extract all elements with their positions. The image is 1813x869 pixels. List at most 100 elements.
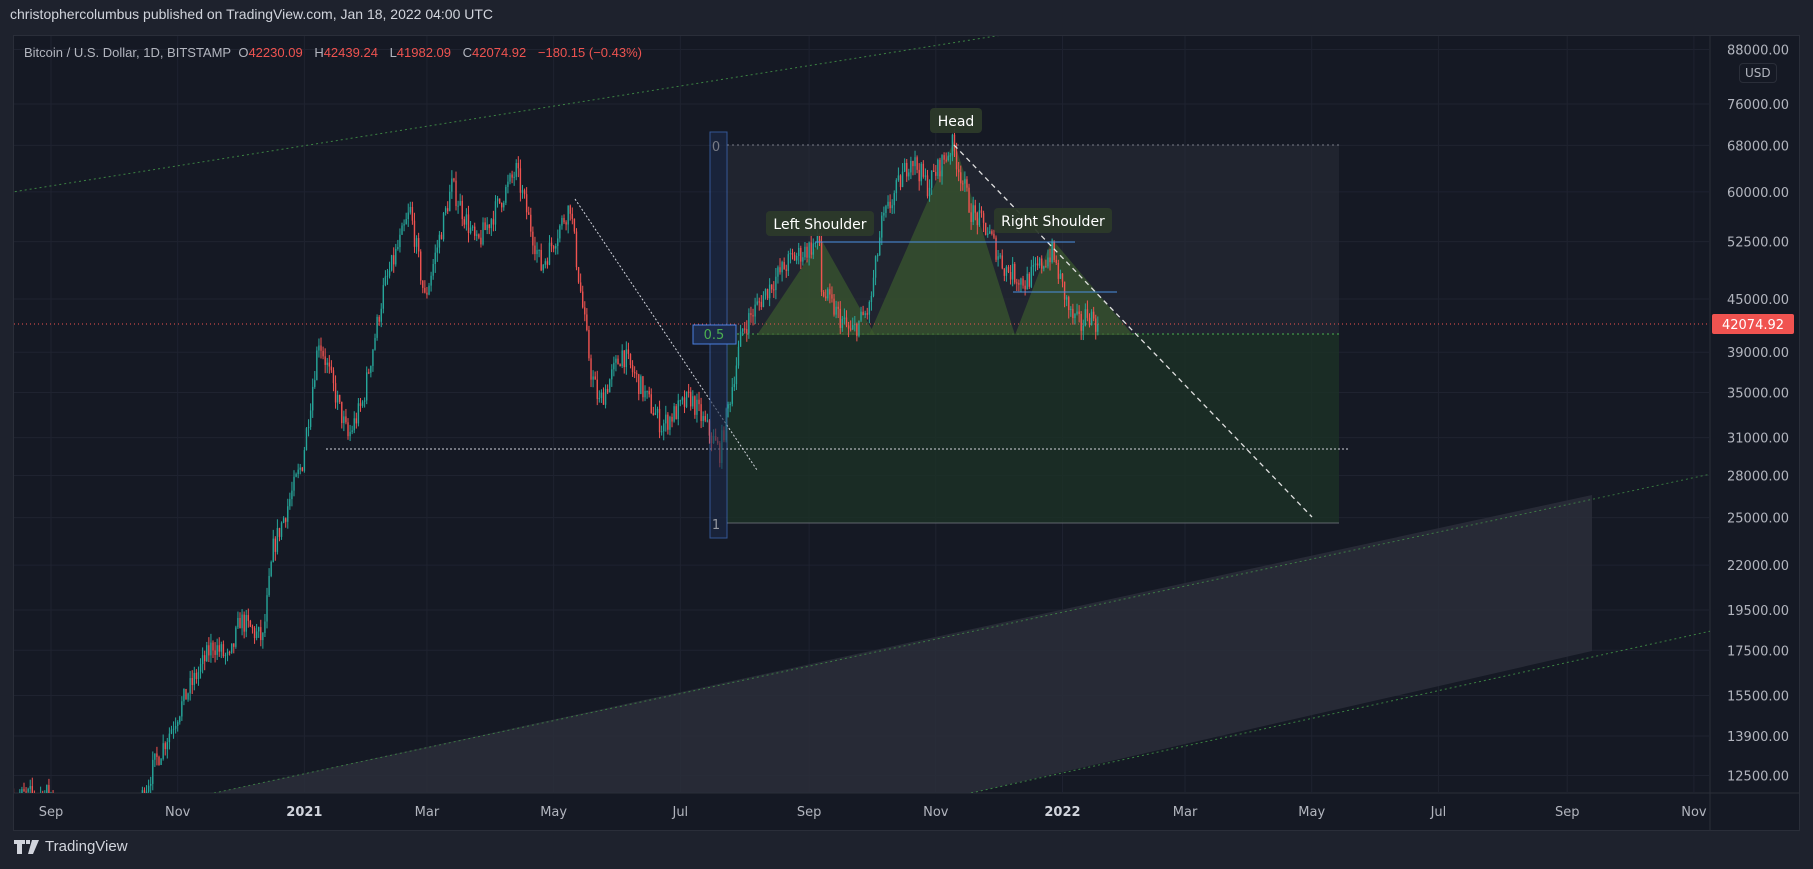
candle-body bbox=[81, 824, 82, 826]
candle-body bbox=[324, 356, 326, 365]
candle-body bbox=[511, 174, 513, 178]
candle-body bbox=[700, 404, 702, 422]
parallel-channel-fill bbox=[214, 495, 1592, 793]
candle-body bbox=[1095, 318, 1097, 332]
publication-line: christophercolumbus published on Trading… bbox=[10, 6, 494, 22]
candle-body bbox=[312, 386, 314, 411]
candle-body bbox=[1007, 266, 1010, 272]
price-tick-label: 35000.00 bbox=[1727, 386, 1789, 401]
candle-body bbox=[482, 222, 484, 245]
candle-body bbox=[575, 231, 578, 268]
candle-body bbox=[193, 672, 196, 685]
candle-body bbox=[592, 376, 594, 380]
candle-body bbox=[1014, 263, 1016, 283]
candle-body bbox=[490, 219, 493, 229]
candle-body bbox=[390, 255, 393, 271]
candle-body bbox=[692, 396, 694, 407]
candle-body bbox=[1036, 263, 1039, 266]
candle-body bbox=[698, 399, 700, 405]
candle-body bbox=[525, 194, 528, 213]
candle-body bbox=[376, 316, 378, 338]
candle-body bbox=[876, 255, 879, 257]
candle-body bbox=[885, 206, 887, 213]
candle-body bbox=[1092, 311, 1095, 319]
candle-body bbox=[349, 431, 351, 437]
candle-body bbox=[1051, 241, 1053, 263]
symbol-name: Bitcoin / U.S. Dollar, 1D, BITSTAMP bbox=[24, 45, 232, 60]
candle-body bbox=[910, 160, 912, 173]
candle-body bbox=[804, 246, 806, 258]
candle-body bbox=[800, 247, 802, 262]
tradingview-footer[interactable]: TradingView bbox=[14, 838, 128, 855]
candle-body bbox=[785, 269, 787, 271]
candle-body bbox=[521, 190, 524, 193]
candle-body bbox=[170, 729, 173, 734]
candle-body bbox=[361, 401, 364, 406]
candle-body bbox=[1020, 278, 1022, 285]
candle-body bbox=[852, 325, 854, 330]
candle-body bbox=[810, 242, 812, 255]
candle-body bbox=[528, 212, 530, 215]
candle-body bbox=[270, 561, 272, 577]
candle-body bbox=[264, 621, 266, 634]
candle-body bbox=[422, 280, 424, 288]
candle-body bbox=[897, 175, 900, 181]
low-value: 41982.09 bbox=[396, 45, 452, 60]
candle-body bbox=[586, 314, 588, 330]
candle-body bbox=[100, 819, 101, 827]
candle-body bbox=[220, 644, 223, 652]
candle-body bbox=[881, 215, 883, 238]
candle-body bbox=[461, 200, 463, 220]
candle-body bbox=[345, 416, 347, 423]
candle-body bbox=[23, 789, 25, 792]
candle-body bbox=[79, 826, 80, 834]
candle-body bbox=[879, 237, 881, 256]
price-tick-label: 13900.00 bbox=[1727, 730, 1789, 745]
candle-body bbox=[434, 252, 436, 265]
candle-body bbox=[303, 450, 306, 471]
candle-body bbox=[282, 518, 285, 523]
time-tick-label: Sep bbox=[1555, 805, 1580, 820]
candle-body bbox=[937, 159, 939, 176]
candle-body bbox=[334, 383, 337, 403]
currency-button[interactable]: USD bbox=[1739, 63, 1777, 83]
candle-body bbox=[565, 222, 567, 225]
candle-body bbox=[609, 379, 611, 393]
time-tick-label: 2022 bbox=[1044, 805, 1080, 820]
candle-body bbox=[442, 213, 445, 240]
candle-body bbox=[224, 654, 227, 657]
head-triangle bbox=[869, 141, 1015, 335]
candle-body bbox=[417, 238, 420, 252]
candle-body bbox=[158, 756, 160, 765]
candle-body bbox=[588, 329, 590, 359]
candle-body bbox=[818, 233, 821, 242]
candle-body bbox=[77, 834, 78, 835]
symbol-legend: Bitcoin / U.S. Dollar, 1D, BITSTAMP O422… bbox=[24, 45, 650, 60]
candle-body bbox=[874, 256, 877, 278]
price-tick-label: 22000.00 bbox=[1727, 559, 1789, 574]
candle-body bbox=[1022, 278, 1024, 286]
candle-body bbox=[272, 538, 274, 562]
candle-body bbox=[469, 227, 472, 234]
price-tick-label: 52500.00 bbox=[1727, 236, 1789, 251]
candle-body bbox=[972, 205, 974, 222]
candles bbox=[14, 128, 1099, 835]
candle-body bbox=[754, 304, 756, 317]
candle-body bbox=[858, 320, 860, 337]
candle-body bbox=[291, 490, 293, 500]
candle-body bbox=[1034, 263, 1037, 266]
candle-body bbox=[488, 224, 490, 229]
candle-body bbox=[870, 295, 873, 303]
candle-body bbox=[191, 678, 193, 685]
fib-05-box bbox=[692, 324, 737, 345]
candle-body bbox=[453, 178, 455, 181]
candle-body bbox=[918, 169, 920, 182]
candle-body bbox=[138, 802, 139, 808]
candle-body bbox=[1053, 241, 1055, 260]
candle-body bbox=[916, 157, 918, 170]
candle-body bbox=[1001, 255, 1003, 269]
candle-body bbox=[835, 306, 837, 315]
candle-body bbox=[696, 399, 698, 415]
candle-body bbox=[590, 358, 592, 380]
